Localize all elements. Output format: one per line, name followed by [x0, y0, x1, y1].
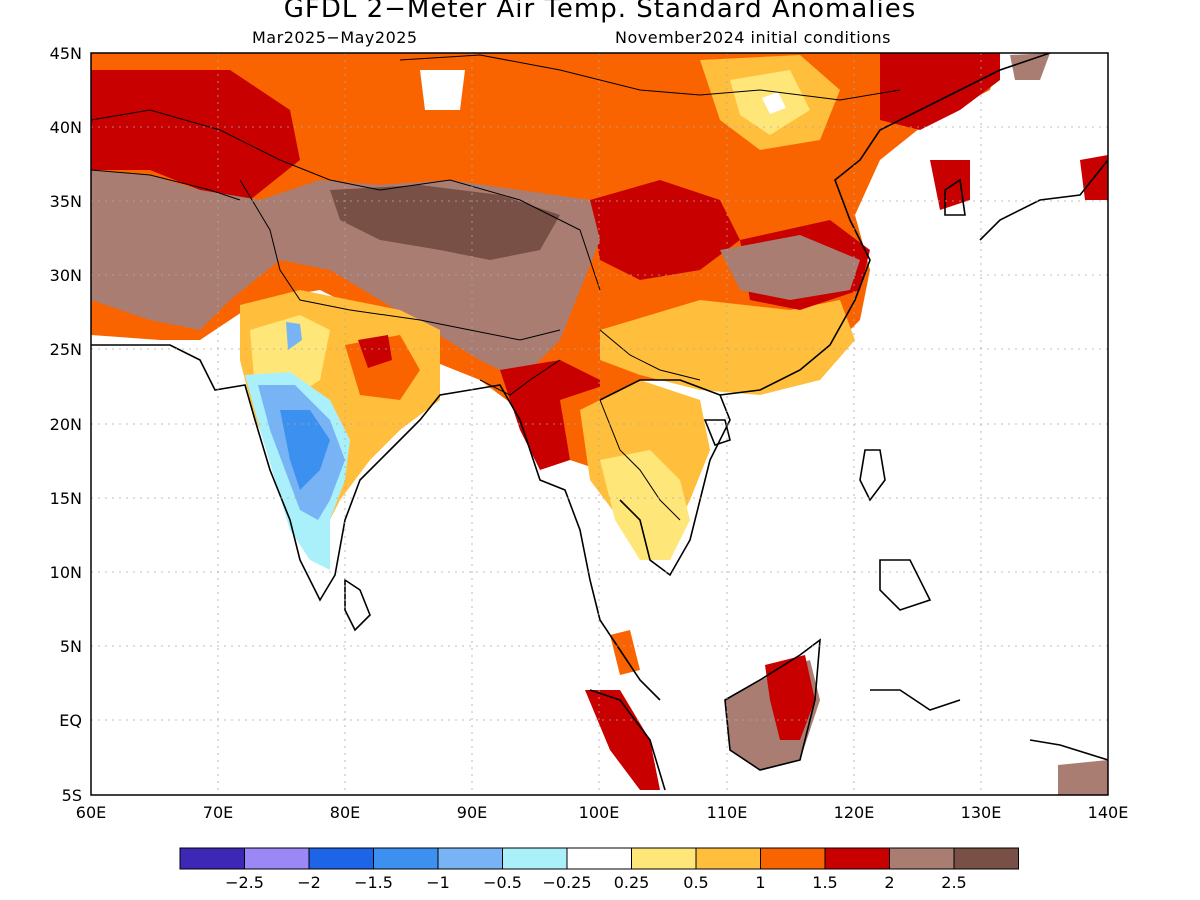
colorbar-swatch: [631, 847, 697, 870]
colorbar-label: −2.5: [225, 873, 264, 892]
colorbar-label: 1.5: [812, 873, 837, 892]
colorbar-label: 2: [884, 873, 894, 892]
colorbar-label: 1: [755, 873, 765, 892]
colorbar-swatch: [760, 847, 826, 870]
lat-label: 35N: [50, 192, 82, 211]
lat-label: 40N: [50, 118, 82, 137]
colorbar-label: −0.5: [483, 873, 522, 892]
colorbar-label: −0.25: [542, 873, 591, 892]
colorbar-label: −1.5: [354, 873, 393, 892]
lon-label: 60E: [76, 803, 106, 822]
country-borders: [91, 54, 901, 521]
lat-label: 5N: [60, 637, 82, 656]
lat-label: 45N: [50, 44, 82, 63]
lon-label: 110E: [707, 803, 748, 822]
colorbar-swatch: [179, 847, 245, 870]
map-title: GFDL 2−Meter Air Temp. Standard Anomalie…: [283, 0, 917, 24]
lat-label: 15N: [50, 489, 82, 508]
lon-label: 120E: [834, 803, 875, 822]
colorbar-label: 2.5: [941, 873, 966, 892]
colorbar-swatch: [308, 847, 374, 870]
lat-label: 5S: [62, 786, 82, 805]
colorbar-label: −2: [297, 873, 321, 892]
lat-label: 20N: [50, 415, 82, 434]
colorbar-swatch: [889, 847, 955, 870]
colorbar-label: 0.5: [683, 873, 708, 892]
anomaly-shading: [91, 53, 1108, 795]
colorbar-swatch: [953, 847, 1019, 870]
colorbar-swatch: [566, 847, 632, 870]
lon-label: 140E: [1088, 803, 1129, 822]
longitude-axis: 60E 70E 80E 90E 100E 110E 120E 130E 140E: [76, 803, 1129, 822]
colorbar-swatch: [437, 847, 503, 870]
graticule: [91, 53, 1108, 795]
colorbar-swatch: [695, 847, 761, 870]
coastlines: [91, 53, 1108, 791]
colorbar-swatch: [824, 847, 890, 870]
lat-label: 10N: [50, 563, 82, 582]
colorbar-label: −1: [426, 873, 450, 892]
lon-label: 70E: [203, 803, 233, 822]
colorbar-swatch: [244, 847, 310, 870]
forecast-period: Mar2025−May2025: [252, 28, 418, 47]
lat-label: EQ: [59, 711, 82, 730]
colorbar: −2.5 −2 −1.5 −1 −0.5 −0.25 0.25 0.5 1 1.5 2 2.5: [179, 847, 1019, 892]
lon-label: 90E: [457, 803, 487, 822]
lon-label: 130E: [961, 803, 1002, 822]
colorbar-swatch: [502, 847, 568, 870]
latitude-axis: 45N 40N 35N 30N 25N 20N 15N 10N 5N EQ 5S: [50, 44, 82, 805]
lon-label: 80E: [330, 803, 360, 822]
lat-label: 30N: [50, 266, 82, 285]
initial-conditions: November2024 initial conditions: [615, 28, 891, 47]
colorbar-swatch: [373, 847, 439, 870]
colorbar-label: 0.25: [614, 873, 650, 892]
lat-label: 25N: [50, 340, 82, 359]
plot-frame: [90, 52, 1109, 796]
lon-label: 100E: [579, 803, 620, 822]
